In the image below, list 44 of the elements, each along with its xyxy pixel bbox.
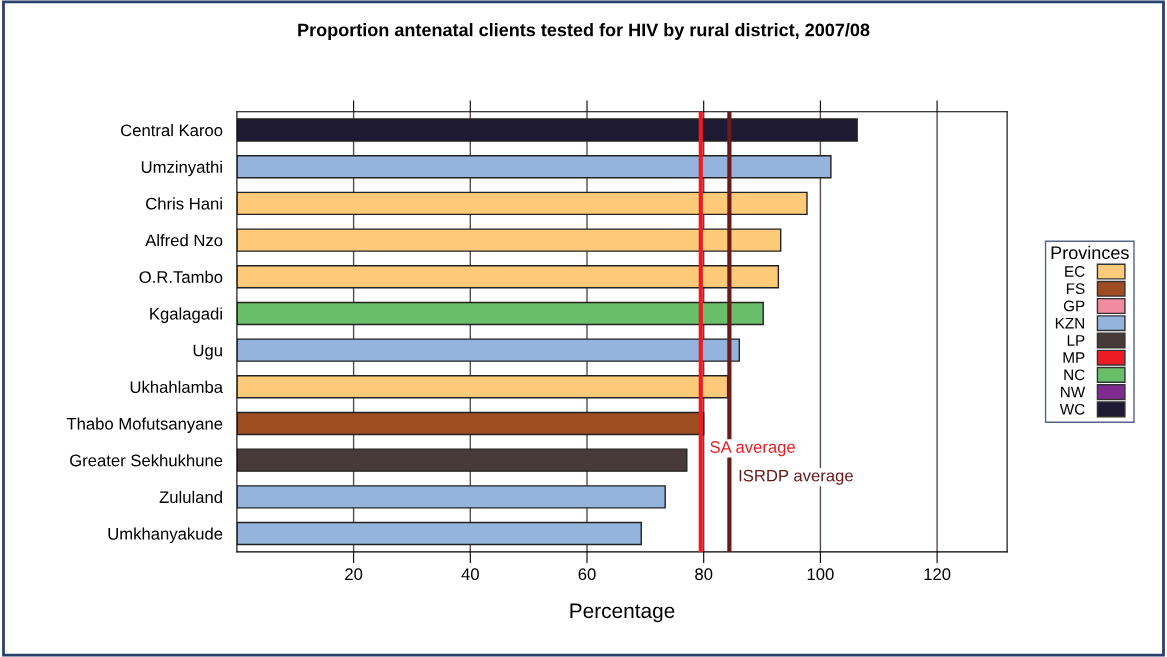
y-tick-label: Kgalagadi <box>150 307 222 323</box>
legend-label: MP <box>1063 352 1085 363</box>
x-tick-label: 100 <box>807 568 834 581</box>
bar <box>236 191 808 216</box>
y-tick-label: O.R.Tambo <box>139 270 223 283</box>
bar <box>236 485 666 509</box>
y-tick-label: Umkhanyakude <box>108 527 223 544</box>
legend-label: NC <box>1064 369 1085 381</box>
x-tick-label: 80 <box>695 568 713 581</box>
legend-label: GP <box>1063 300 1085 312</box>
bar <box>236 448 688 472</box>
y-tick-label: Alfred Nzo <box>145 234 223 247</box>
legend-label: NW <box>1061 386 1086 398</box>
x-tick-label: 40 <box>461 568 479 581</box>
bar <box>236 375 729 399</box>
legend-label: FS <box>1066 283 1085 295</box>
y-tick-label: Ugu <box>193 344 222 360</box>
x-tick-label: 120 <box>924 568 951 581</box>
bar <box>236 228 782 252</box>
y-tick-label: Ukhahlamba <box>130 380 224 394</box>
ref-line-label: ISRDP average <box>739 469 853 485</box>
x-tick-label: 60 <box>578 568 596 581</box>
y-tick-label: Chris Hani <box>146 197 222 210</box>
legend-title: Provinces <box>1051 245 1129 260</box>
bar <box>236 338 740 362</box>
bar <box>236 521 642 546</box>
y-tick-label: Zululand <box>159 490 222 504</box>
ref-line-label: SA average <box>710 441 795 457</box>
y-tick-label: Greater Sekhukhune <box>70 454 223 467</box>
bar <box>236 411 705 436</box>
legend-label: LP <box>1067 335 1085 346</box>
bar <box>236 118 858 142</box>
y-tick-label: Umzinyathi <box>141 160 222 177</box>
x-tick-label: 20 <box>345 568 363 581</box>
chart-title: Proportion antenatal clients tested for HIV by rural district, 2007/08 <box>298 23 870 40</box>
legend-label: WC <box>1059 403 1085 415</box>
legend-label: EC <box>1065 266 1085 277</box>
legend-label: KZN <box>1055 317 1084 329</box>
x-axis-title: Percentage <box>570 603 675 623</box>
y-tick-label: Thabo Mofutsanyane <box>66 417 223 433</box>
bar <box>236 301 764 326</box>
y-tick-label: Central Karoo <box>121 123 223 137</box>
bar <box>236 155 832 179</box>
bar <box>236 265 780 289</box>
